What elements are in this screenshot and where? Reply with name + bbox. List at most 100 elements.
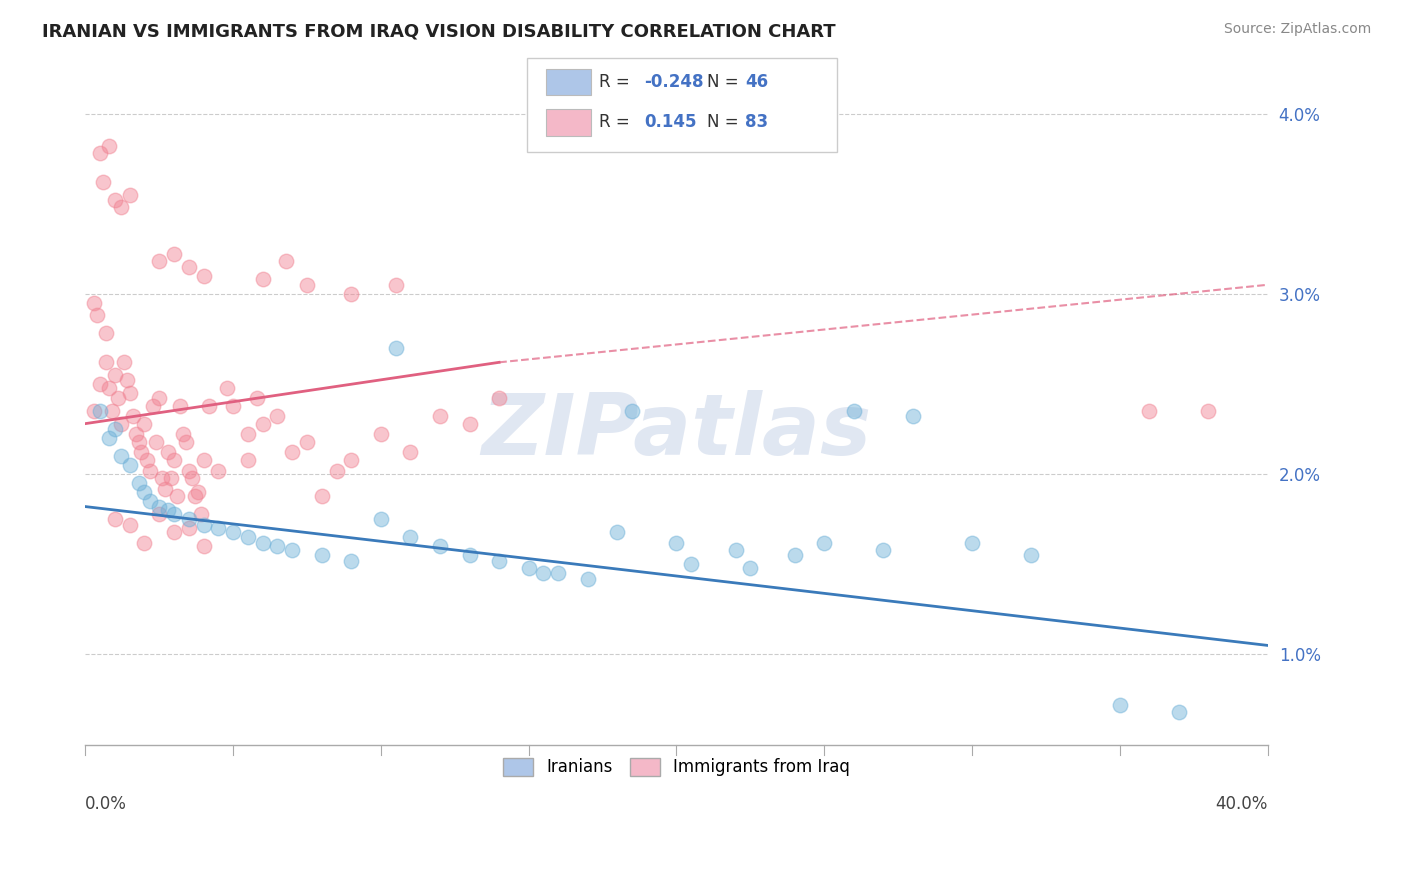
Point: [193, 452, 215, 467]
Point: [295, 277, 318, 292]
Point: [193, 268, 215, 283]
Point: [97, 139, 120, 153]
Point: [222, 524, 245, 539]
Point: [150, 471, 173, 485]
Point: [236, 452, 259, 467]
Point: [148, 507, 170, 521]
Point: [134, 485, 156, 500]
Point: [110, 449, 132, 463]
Point: [193, 539, 215, 553]
Point: [281, 542, 304, 557]
Point: [1108, 698, 1130, 712]
Point: [128, 476, 150, 491]
Point: [1167, 705, 1189, 719]
Point: [190, 507, 212, 521]
Point: [311, 548, 333, 562]
Point: [148, 254, 170, 268]
Point: [139, 494, 162, 508]
Point: [370, 427, 392, 442]
Point: [488, 554, 510, 568]
Text: 0.0%: 0.0%: [86, 795, 127, 814]
Text: 83: 83: [745, 113, 768, 131]
Point: [153, 482, 176, 496]
Point: [606, 524, 628, 539]
Point: [124, 427, 146, 442]
Text: N =: N =: [707, 73, 744, 91]
Point: [145, 434, 167, 449]
Point: [1198, 404, 1220, 418]
Text: Source: ZipAtlas.com: Source: ZipAtlas.com: [1223, 22, 1371, 37]
Point: [325, 463, 347, 477]
Point: [121, 409, 143, 424]
Point: [169, 399, 191, 413]
Text: R =: R =: [599, 73, 636, 91]
Point: [118, 386, 141, 401]
Text: -0.248: -0.248: [644, 73, 703, 91]
Point: [621, 404, 644, 418]
Point: [104, 193, 127, 207]
Point: [266, 539, 288, 553]
Point: [110, 200, 132, 214]
Point: [89, 404, 111, 418]
Point: [399, 530, 422, 544]
Point: [115, 373, 138, 387]
Point: [311, 489, 333, 503]
Point: [842, 404, 865, 418]
Text: IRANIAN VS IMMIGRANTS FROM IRAQ VISION DISABILITY CORRELATION CHART: IRANIAN VS IMMIGRANTS FROM IRAQ VISION D…: [42, 22, 835, 40]
Point: [458, 417, 481, 431]
Point: [91, 175, 114, 189]
Point: [110, 417, 132, 431]
Point: [177, 512, 200, 526]
Point: [901, 409, 924, 424]
Point: [86, 309, 108, 323]
Point: [157, 445, 180, 459]
Point: [399, 445, 422, 459]
Point: [118, 517, 141, 532]
Point: [384, 341, 406, 355]
Point: [112, 355, 135, 369]
Point: [177, 521, 200, 535]
Text: R =: R =: [599, 113, 636, 131]
Point: [740, 561, 762, 575]
Point: [340, 452, 363, 467]
Point: [246, 392, 269, 406]
Point: [198, 399, 221, 413]
Point: [89, 376, 111, 391]
Point: [187, 485, 209, 500]
Point: [136, 452, 159, 467]
Point: [576, 572, 599, 586]
Point: [177, 463, 200, 477]
Point: [665, 535, 688, 549]
Point: [222, 399, 245, 413]
Point: [131, 445, 153, 459]
Point: [163, 247, 186, 261]
Point: [193, 517, 215, 532]
Text: ZIPatlas: ZIPatlas: [481, 390, 872, 473]
Point: [872, 542, 894, 557]
Point: [148, 500, 170, 514]
Point: [139, 463, 162, 477]
Point: [166, 489, 188, 503]
Text: 46: 46: [745, 73, 768, 91]
Point: [157, 503, 180, 517]
Point: [488, 392, 510, 406]
Point: [236, 427, 259, 442]
Point: [681, 558, 703, 572]
Point: [183, 489, 205, 503]
Point: [1137, 404, 1160, 418]
Point: [207, 521, 229, 535]
Point: [148, 392, 170, 406]
Point: [340, 286, 363, 301]
Point: [160, 471, 183, 485]
Point: [118, 187, 141, 202]
Point: [340, 554, 363, 568]
Point: [813, 535, 835, 549]
Point: [134, 417, 156, 431]
Point: [252, 272, 274, 286]
Point: [163, 507, 186, 521]
Point: [384, 277, 406, 292]
Point: [89, 146, 111, 161]
Point: [295, 434, 318, 449]
Point: [276, 254, 298, 268]
Point: [163, 524, 186, 539]
